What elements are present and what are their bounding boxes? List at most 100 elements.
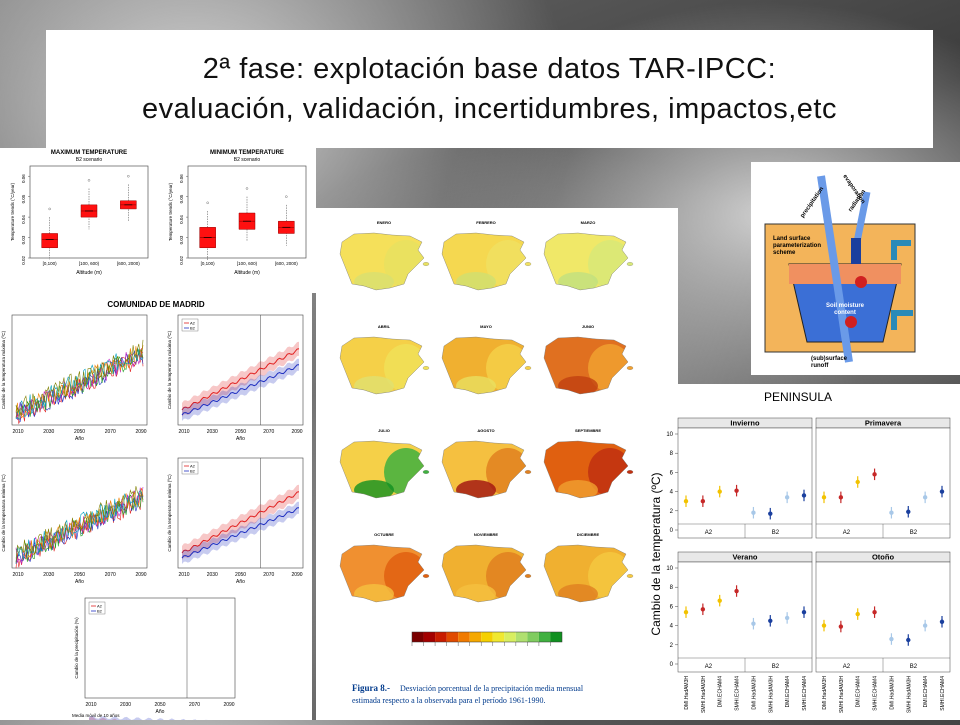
month-map: MAYO <box>441 324 532 395</box>
season-point <box>801 493 807 498</box>
month-map: OCTUBRE <box>339 532 430 603</box>
boxplot-outlier <box>127 175 130 178</box>
scenario-label: B2 <box>772 664 780 670</box>
month-map: JULIO <box>339 428 430 499</box>
schematic-panel: precipitation radiation evaporation Land… <box>751 162 960 375</box>
ts-xtick-label: 2010 <box>12 572 23 578</box>
boxplot-frame <box>29 165 149 259</box>
season-point <box>768 618 773 623</box>
iberia-shape <box>543 232 634 291</box>
month-map: FEBRERO <box>441 220 532 291</box>
season-label: Verano <box>732 553 757 562</box>
boxplot-ytick-label: 0.02 <box>21 256 26 265</box>
peninsula-panel: PENINSULA Cambio de la temperatura (ºC) … <box>648 384 960 720</box>
model-label: DMI.HadAM3H <box>889 676 895 710</box>
peninsula-figure: PENINSULA Cambio de la temperatura (ºC) … <box>649 390 951 713</box>
season-point <box>751 621 756 626</box>
month-map-label: NOVIEMBRE <box>474 532 499 537</box>
ts-xtick-label: 2050 <box>235 429 246 435</box>
ts-legend-label: A2 <box>190 321 196 326</box>
scenario-label: A2 <box>705 530 713 536</box>
maps-caption-text-1: Desviación porcentual de la precipitació… <box>400 684 584 693</box>
season-point <box>700 607 706 612</box>
boxplot-outlier <box>285 195 288 198</box>
month-map-label: OCTUBRE <box>374 532 394 537</box>
label-soil: Soil moisture content <box>826 303 865 316</box>
ts-ylabel: Cambio de la temperatura máxima (ºC) <box>167 330 172 409</box>
ts-xtick-label: 2070 <box>189 702 200 708</box>
ts-xtick-label: 2010 <box>178 429 189 435</box>
ts-legend-label: A2 <box>190 464 196 469</box>
balearic-islands <box>422 366 430 370</box>
season-ytick-label: 6 <box>670 470 674 476</box>
colorbar-cell <box>492 632 505 642</box>
maps-caption-label: Figura 8.- <box>352 683 390 693</box>
season-point <box>855 611 860 617</box>
ts-xtick-label: 2010 <box>12 429 23 435</box>
faucet-bottom-icon <box>891 310 913 330</box>
ts-xtick-label: 2030 <box>207 429 218 435</box>
title-box: 2ª fase: explotación base datos TAR-IPCC… <box>46 30 933 148</box>
colorbar-cell <box>538 632 551 642</box>
ts-mean-chart: 2010 2030 2050 2070 2090 Año Cambio de la temp… <box>167 457 304 585</box>
ts-uncertainty-band <box>182 341 299 417</box>
boxplot-subtitle: B2 scenario <box>76 157 103 163</box>
soil-moisture-schematic: precipitation radiation evaporation Land… <box>764 174 916 369</box>
ts-xlabel: Año <box>75 579 84 585</box>
map-fill <box>442 233 526 290</box>
ts-frame <box>177 314 304 426</box>
colorbar-cell <box>515 632 528 642</box>
boxplot-box <box>41 233 58 249</box>
precip-arrow <box>817 175 853 363</box>
ts-xtick-label: 2070 <box>105 429 116 435</box>
scenario-label: B2 <box>772 530 780 536</box>
ts-precip-chart: 2010 2030 2050 2070 2090 Año Cambio de la prec… <box>74 597 236 725</box>
ts-uncertainty-band <box>182 484 299 560</box>
boxplot-xlabel: Altitude (m) <box>76 270 102 276</box>
balearic-islands <box>524 574 532 578</box>
month-map-label: MAYO <box>480 324 492 329</box>
map-fill <box>544 441 628 498</box>
colorbar-cell <box>469 632 482 642</box>
season-point <box>734 588 739 594</box>
season-ytick-label: 0 <box>670 528 674 534</box>
season-point <box>906 637 911 643</box>
boxplot-outlier <box>245 187 249 190</box>
boxplot-ytick-label: 0.05 <box>21 194 26 203</box>
label-scheme: Land surface parameterization scheme <box>773 236 821 256</box>
boxplot-ytick-label: 0.06 <box>21 174 26 183</box>
ts-frame <box>11 457 148 569</box>
ts-model-line <box>15 489 144 564</box>
scenario-label: A2 <box>705 664 713 670</box>
season-frame <box>815 427 951 539</box>
balearic-islands <box>422 574 430 578</box>
ts-model-line <box>15 339 144 418</box>
model-label: DMI.ECHAM4 <box>856 676 862 708</box>
valve-top-icon <box>855 276 867 288</box>
maps-caption-text-2: estimada respecto a la observada para el… <box>352 696 545 705</box>
balearic-islands <box>524 366 532 370</box>
boxplot-xtick-label: [100, 600) <box>79 261 100 266</box>
season-point <box>838 495 844 500</box>
colorbar-frame <box>411 631 563 643</box>
ts-xtick-label: 2050 <box>235 572 246 578</box>
map-fill <box>340 233 424 290</box>
model-label: SMHI.ECHAM4 <box>802 676 808 711</box>
month-map-label: FEBRERO <box>476 220 496 225</box>
boxplot-ytick-label: 0.06 <box>179 174 184 183</box>
season-point <box>683 499 689 504</box>
ts-xtick-label: 2050 <box>74 429 85 435</box>
colorbar-cell <box>435 632 447 642</box>
ts-ensemble-chart: 2010 2030 2050 2070 2090 Año Cambio de la temp… <box>1 314 148 442</box>
ts-xtick-label: 2010 <box>178 572 189 578</box>
map-fill <box>544 545 628 602</box>
ts-ylabel: Cambio de la temperatura mínima (ºC) <box>1 474 6 552</box>
season-chart: Invierno 0 2 4 6 8 10 A2 B2 <box>666 417 813 539</box>
month-map-label: ABRIL <box>378 324 391 329</box>
model-label: DMI.HadAM3H <box>751 676 757 710</box>
boxplot-ytick-label: 0.03 <box>179 235 184 244</box>
ts-xtick-label: 2030 <box>43 429 54 435</box>
ts-xtick-label: 2090 <box>291 429 302 435</box>
ts-xtick-label: 2030 <box>43 572 54 578</box>
